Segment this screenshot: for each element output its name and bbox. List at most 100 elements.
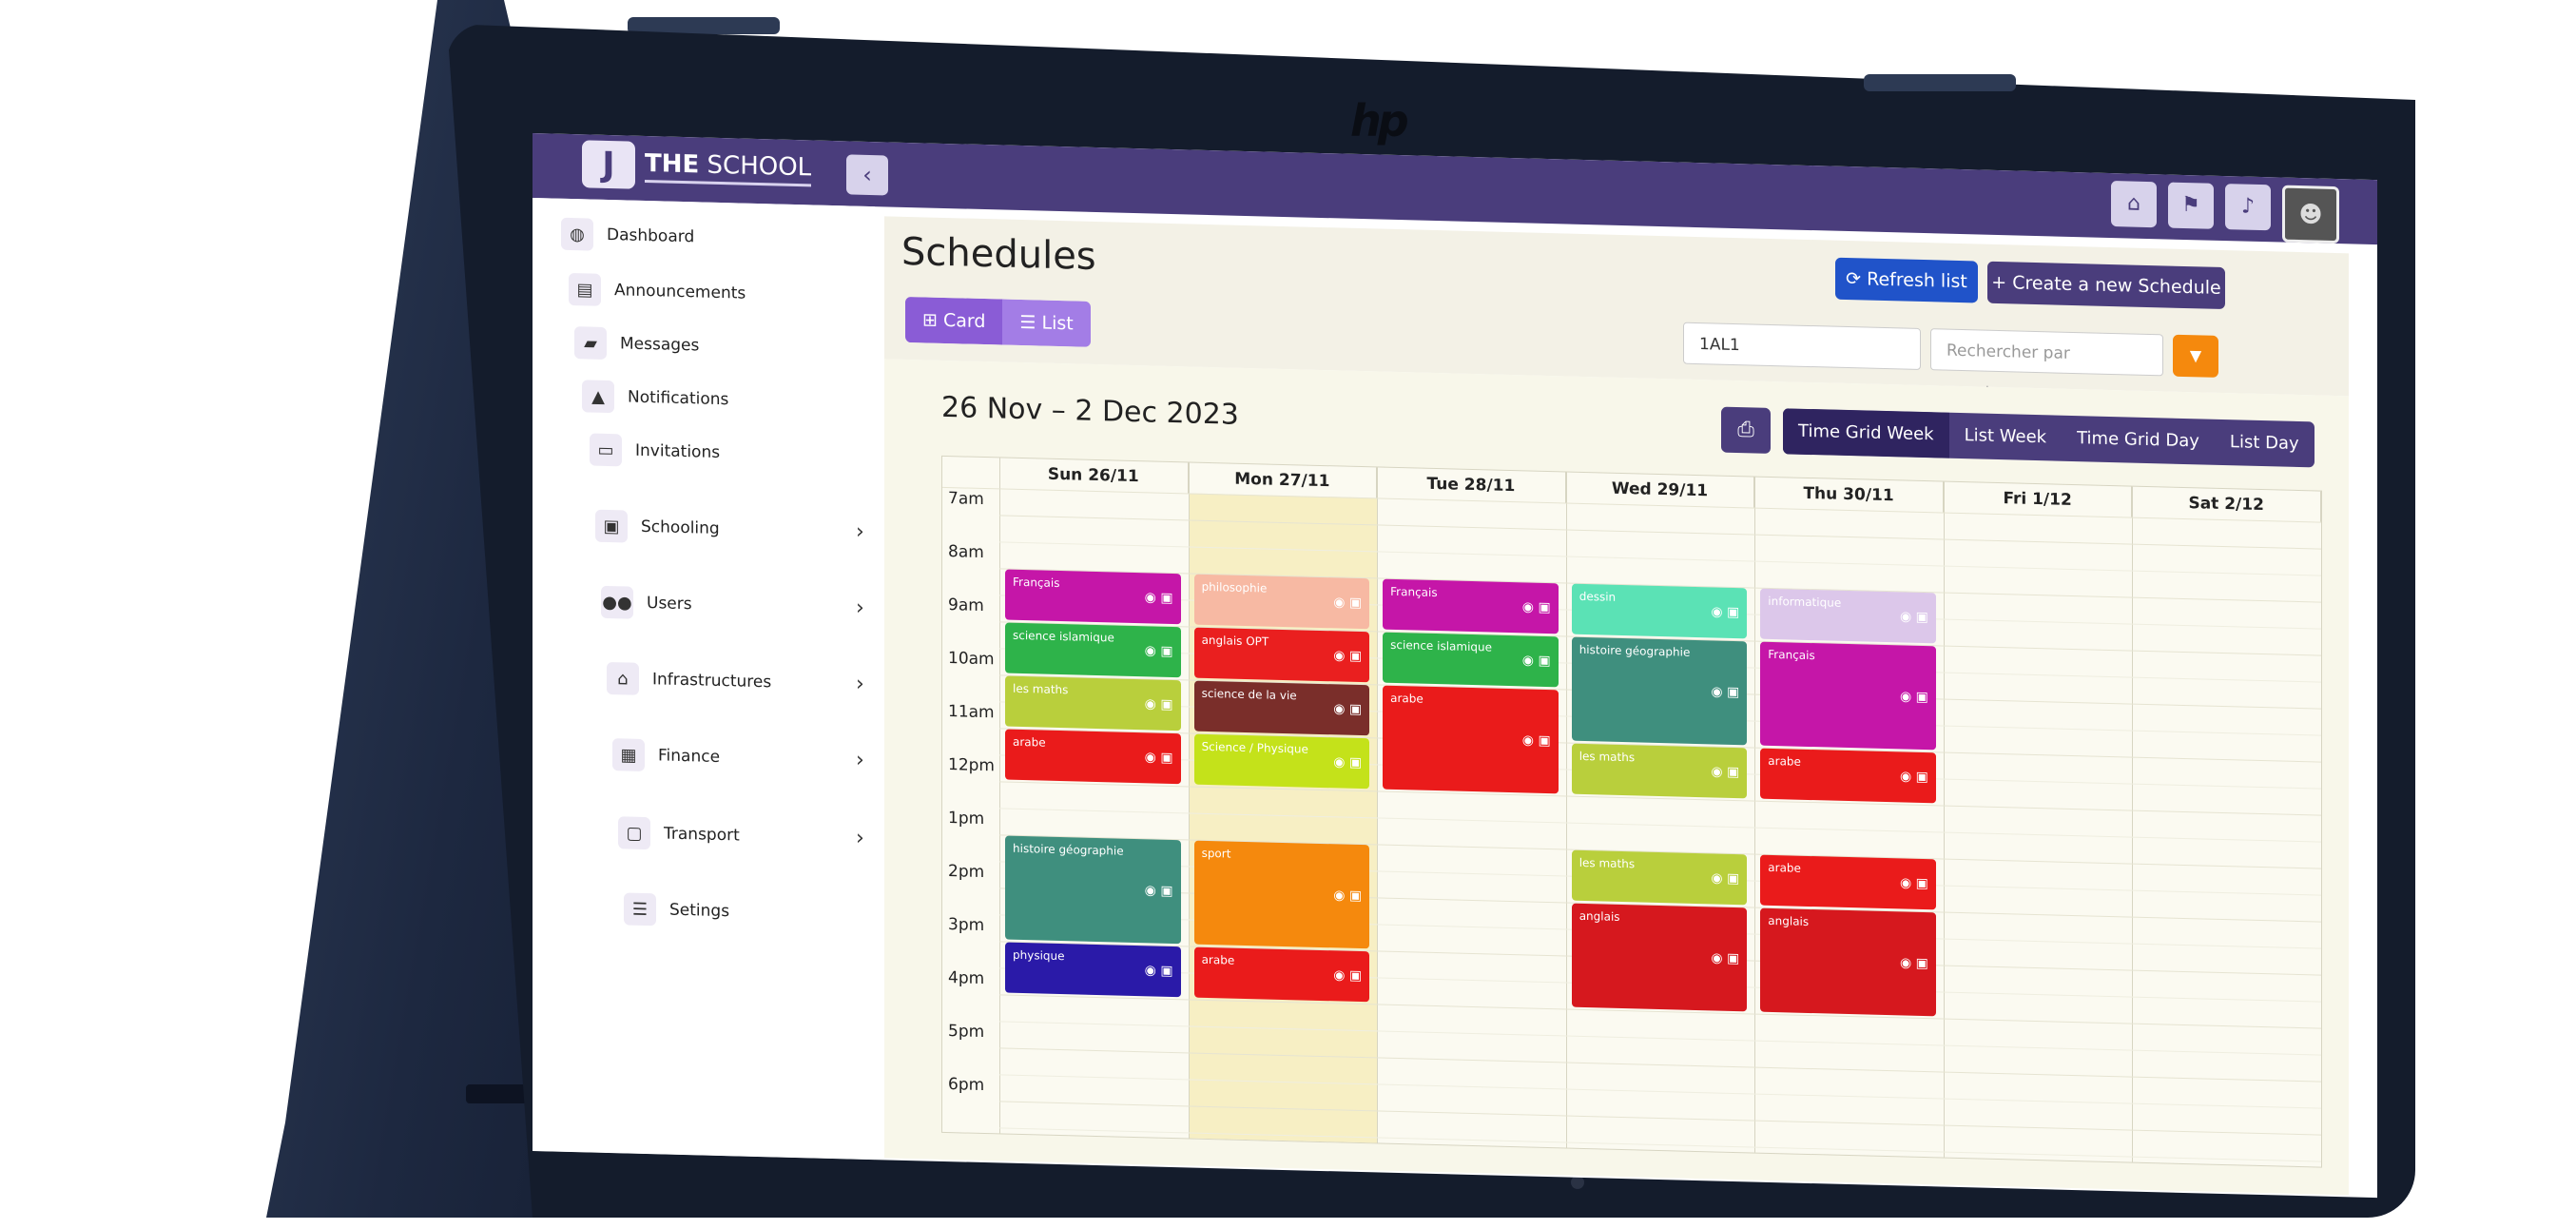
event-actions-icon[interactable]: ◉ ▣ (1333, 700, 1363, 717)
schedule-event[interactable]: Français ◉ ▣ (1760, 641, 1936, 751)
event-title: dessin (1579, 589, 1617, 604)
time-grid: Sun 26/11 Mon 27/11 Tue 28/11 Wed 29/11 Thu … (941, 455, 2322, 1168)
chevron-right-icon[interactable]: › (856, 672, 864, 696)
schedule-event[interactable]: Français ◉ ▣ (1005, 569, 1181, 625)
chevron-right-icon[interactable]: › (856, 826, 864, 850)
event-actions-icon[interactable]: ◉ ▣ (1899, 874, 1928, 891)
card-view-button[interactable]: ⊞ Card (905, 296, 1003, 345)
event-actions-icon[interactable]: ◉ ▣ (1333, 966, 1363, 984)
schedule-event[interactable]: science islamique ◉ ▣ (1383, 632, 1559, 688)
flag-icon[interactable]: ⚑ (2168, 182, 2214, 229)
sidebar-item-dashboard[interactable]: ◍ Dashboard (561, 217, 694, 254)
schedule-event[interactable]: arabe ◉ ▣ (1005, 729, 1181, 785)
event-actions-icon[interactable]: ◉ ▣ (1333, 753, 1363, 771)
schedule-event[interactable]: informatique ◉ ▣ (1760, 588, 1936, 644)
event-actions-icon[interactable]: ◉ ▣ (1899, 768, 1928, 785)
sidebar-item-transport[interactable]: ▢ Transport (618, 816, 740, 851)
schedule-event[interactable]: Français ◉ ▣ (1383, 578, 1559, 634)
chevron-right-icon[interactable]: › (856, 595, 864, 620)
device-logo: hp (1350, 95, 1409, 146)
sidebar-item-setings[interactable]: ☰ Setings (624, 892, 729, 927)
sidebar-item-infrastructures[interactable]: ⌂ Infrastructures (607, 661, 771, 698)
notifications-icon: ▲ (582, 380, 614, 414)
brand-logo[interactable]: J THE SCHOOL (582, 138, 812, 195)
event-actions-icon[interactable]: ◉ ▣ (1333, 647, 1363, 664)
view-list-day[interactable]: List Day (2229, 432, 2299, 455)
class-select[interactable]: 1AL1 (1683, 322, 1921, 370)
print-icon[interactable]: ⎙ (1721, 406, 1771, 454)
event-actions-icon[interactable]: ◉ ▣ (1144, 589, 1173, 606)
event-actions-icon[interactable]: ◉ ▣ (1899, 608, 1928, 625)
view-toggle: ⊞ Card ☰ List (905, 296, 1091, 347)
schedule-event[interactable]: arabe ◉ ▣ (1383, 685, 1559, 794)
event-actions-icon[interactable]: ◉ ▣ (1144, 695, 1173, 712)
event-actions-icon[interactable]: ◉ ▣ (1144, 962, 1173, 979)
transport-icon: ▢ (618, 816, 650, 850)
chevron-right-icon[interactable]: › (856, 748, 864, 772)
event-actions-icon[interactable]: ◉ ▣ (1899, 954, 1928, 971)
refresh-list-button[interactable]: ⟳ Refresh list (1835, 257, 1978, 303)
view-time-grid-day[interactable]: Time Grid Day (2077, 428, 2199, 452)
sidebar-item-announcements[interactable]: ▤ Announcements (569, 272, 746, 310)
sidebar-item-messages[interactable]: ▰ Messages (574, 326, 699, 361)
teacher-search-input[interactable]: Rechercher par enseignant (1930, 328, 2163, 404)
sidebar-item-invitations[interactable]: ▭ Invitations (590, 433, 721, 469)
event-actions-icon[interactable]: ◉ ▣ (1144, 749, 1173, 766)
sidebar-item-finance[interactable]: ▦ Finance (612, 738, 720, 773)
bell-icon[interactable]: ♪ (2225, 184, 2271, 231)
schedule-event[interactable]: dessin ◉ ▣ (1571, 583, 1748, 639)
home-icon[interactable]: ⌂ (2111, 181, 2157, 228)
event-actions-icon[interactable]: ◉ ▣ (1711, 763, 1740, 780)
schedule-event[interactable]: histoire géographie ◉ ▣ (1005, 835, 1181, 945)
view-time-grid-week[interactable]: Time Grid Week (1783, 408, 1949, 458)
event-actions-icon[interactable]: ◉ ▣ (1521, 732, 1551, 749)
event-actions-icon[interactable]: ◉ ▣ (1711, 603, 1740, 620)
sidebar-item-label: Schooling (641, 517, 720, 538)
infrastructures-icon: ⌂ (607, 661, 639, 695)
schedule-event[interactable]: philosophie ◉ ▣ (1193, 574, 1370, 630)
event-actions-icon[interactable]: ◉ ▣ (1144, 642, 1173, 659)
event-actions-icon[interactable]: ◉ ▣ (1711, 683, 1740, 700)
schedule-event[interactable]: anglais ◉ ▣ (1571, 903, 1748, 1012)
avatar[interactable]: ☻ (2282, 185, 2339, 244)
filter-button[interactable]: ▼ (2173, 334, 2218, 378)
event-actions-icon[interactable]: ◉ ▣ (1333, 594, 1363, 611)
sidebar-item-schooling[interactable]: ▣ Schooling (595, 509, 720, 545)
schedule-event[interactable]: arabe ◉ ▣ (1760, 854, 1936, 910)
event-actions-icon[interactable]: ◉ ▣ (1144, 882, 1173, 899)
schedule-event[interactable]: arabe ◉ ▣ (1193, 946, 1370, 1003)
schedule-event[interactable]: science islamique ◉ ▣ (1005, 622, 1181, 678)
sidebar-item-label: Users (647, 594, 692, 614)
event-actions-icon[interactable]: ◉ ▣ (1711, 949, 1740, 966)
view-list-week[interactable]: List Week (1964, 425, 2047, 448)
sidebar-item-notifications[interactable]: ▲ Notifications (582, 380, 728, 416)
schedule-event[interactable]: sport ◉ ▣ (1193, 840, 1370, 949)
sidebar-item-users[interactable]: ●● Users (601, 585, 692, 620)
schedule-event[interactable]: les maths ◉ ▣ (1005, 675, 1181, 732)
create-schedule-button[interactable]: + Create a new Schedule (1987, 261, 2225, 310)
schedule-event[interactable]: anglais ◉ ▣ (1760, 907, 1936, 1017)
schedule-event[interactable]: anglais OPT ◉ ▣ (1193, 627, 1370, 683)
event-title: Français (1013, 575, 1060, 591)
schedule-event[interactable]: Science / Physique ◉ ▣ (1193, 733, 1370, 790)
schedule-event[interactable]: les maths ◉ ▣ (1571, 849, 1748, 906)
sidebar-item-label: Invitations (635, 440, 721, 462)
event-actions-icon[interactable]: ◉ ▣ (1899, 688, 1928, 705)
event-actions-icon[interactable]: ◉ ▣ (1711, 869, 1740, 887)
chevron-right-icon[interactable]: › (856, 519, 864, 544)
schedule-event[interactable]: physique ◉ ▣ (1005, 942, 1181, 998)
time-label: 12pm (948, 755, 995, 776)
schedule-event[interactable]: arabe ◉ ▣ (1760, 748, 1936, 804)
list-view-button[interactable]: ☰ List (1002, 299, 1091, 347)
schedule-event[interactable]: les maths ◉ ▣ (1571, 743, 1748, 799)
event-actions-icon[interactable]: ◉ ▣ (1521, 598, 1551, 615)
event-title: physique (1013, 947, 1065, 964)
event-actions-icon[interactable]: ◉ ▣ (1333, 887, 1363, 904)
schedule-event[interactable]: science de la vie ◉ ▣ (1193, 680, 1370, 736)
event-actions-icon[interactable]: ◉ ▣ (1521, 652, 1551, 669)
collapse-sidebar-button[interactable]: ‹ (846, 154, 888, 196)
schedule-event[interactable]: histoire géographie ◉ ▣ (1571, 636, 1748, 746)
event-title: science de la vie (1201, 686, 1297, 703)
grid-divider (999, 458, 1000, 1134)
time-label: 1pm (948, 809, 985, 829)
